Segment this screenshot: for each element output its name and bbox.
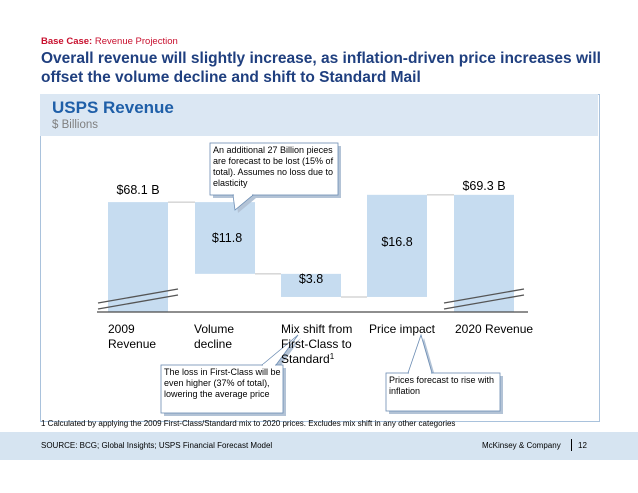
page-title: Overall revenue will slightly increase, … (41, 50, 601, 86)
bar-1 (108, 202, 168, 312)
data-label-1: $68.1 B (116, 183, 159, 197)
callout-text-box: The loss in First-Class will be even hig… (164, 367, 281, 399)
bar-2 (195, 202, 255, 274)
bar-5 (454, 194, 514, 312)
callout-box (209, 142, 339, 196)
category-label-2: decline (194, 337, 232, 351)
category-label-4: Price impact (369, 322, 436, 336)
footnote-superscript: 1 (330, 352, 335, 361)
callout-text-box: Prices forecast to rise with inflation (389, 375, 495, 396)
case-line: Base Case: Revenue Projection (41, 36, 178, 47)
callout-first-class: The loss in First-Class will be even hig… (160, 334, 301, 416)
callout-price-text: Prices forecast to rise with inflation (389, 375, 495, 396)
bar-3 (281, 273, 341, 297)
axis-break-mark (443, 294, 525, 310)
panel-title: USPS Revenue (52, 98, 174, 117)
panel-header (40, 94, 598, 136)
category-label-1: Revenue (108, 337, 156, 351)
axis-break-mark (97, 288, 179, 304)
callout-price: Prices forecast to rise with inflation (385, 333, 503, 414)
axis-break-mark (443, 288, 525, 304)
bar-4 (367, 194, 427, 297)
data-label-2: $11.8 (212, 231, 242, 245)
data-label-3: $3.8 (299, 272, 323, 286)
source-note: SOURCE: BCG; Global Insights; USPS Finan… (41, 441, 273, 450)
category-label-2: Volume (194, 322, 234, 336)
data-label-4: $16.8 (381, 235, 412, 249)
footer-divider (571, 439, 572, 451)
case-value: Revenue Projection (94, 36, 178, 47)
category-label-3: Standard1 (281, 352, 335, 367)
panel-subtitle: $ Billions (52, 119, 99, 131)
footnote: 1 Calculated by applying the 2009 First-… (41, 419, 456, 428)
category-label-5: 2020 Revenue (455, 322, 533, 336)
callout-text-box: An additional 27 Billion pieces are fore… (213, 145, 334, 188)
callout-box (385, 372, 501, 412)
category-label-3: Mix shift from (281, 322, 352, 336)
footer-bar (0, 432, 638, 460)
data-label-5: $69.3 B (462, 179, 505, 193)
axis-break-mark (97, 294, 179, 310)
brand-name: McKinsey & Company (482, 441, 561, 450)
category-label-3: First-Class to (281, 337, 352, 351)
callout-volume: An additional 27 Billion pieces are fore… (209, 142, 341, 213)
callout-first-class-text: The loss in First-Class will be even hig… (164, 367, 281, 399)
callout-volume-text: An additional 27 Billion pieces are fore… (213, 145, 334, 188)
category-label-1: 2009 (108, 322, 135, 336)
callout-box (160, 364, 284, 414)
case-label: Base Case: (41, 36, 93, 47)
page-number: 12 (578, 441, 587, 450)
